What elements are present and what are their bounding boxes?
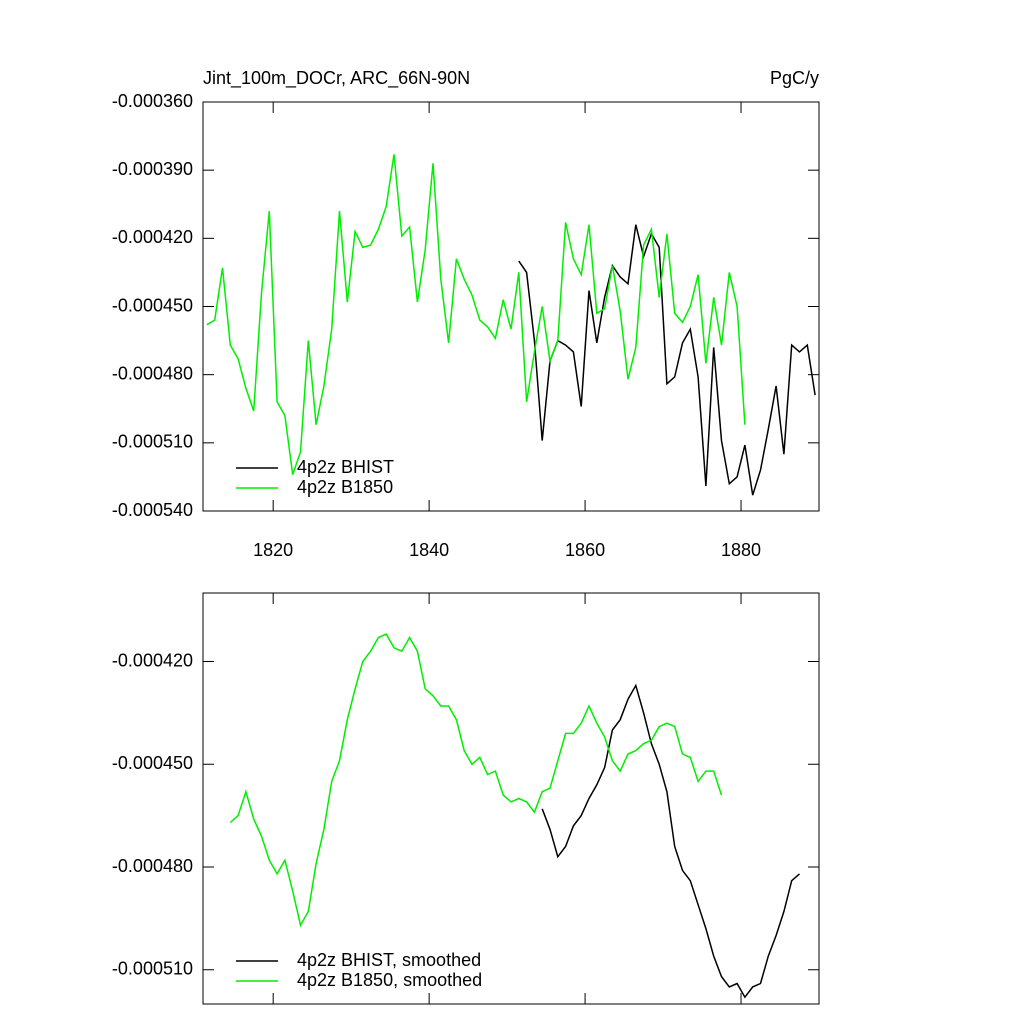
y-tick-label: -0.000450 xyxy=(112,295,193,315)
y-tick-label: -0.000420 xyxy=(112,227,193,247)
legend-label: 4p2z B1850, smoothed xyxy=(297,970,482,990)
y-tick-label: -0.000540 xyxy=(112,500,193,520)
legend-label: 4p2z B1850 xyxy=(297,477,393,497)
data-line xyxy=(541,683,800,999)
y-tick-label: -0.000450 xyxy=(112,753,193,773)
plot-frame xyxy=(202,592,820,1005)
units-label: PgC/y xyxy=(770,68,819,88)
y-tick-label: -0.000480 xyxy=(112,363,193,383)
x-tick-label: 1880 xyxy=(721,540,761,560)
legend-label: 4p2z BHIST, smoothed xyxy=(297,950,481,970)
y-tick-label: -0.000420 xyxy=(112,650,193,670)
y-tick-label: -0.000510 xyxy=(112,432,193,452)
data-line xyxy=(518,224,816,496)
x-tick-label: 1820 xyxy=(253,540,293,560)
x-tick-label: 1840 xyxy=(409,540,449,560)
data-line xyxy=(206,154,746,475)
y-tick-label: -0.000360 xyxy=(112,91,193,111)
y-tick-label: -0.000390 xyxy=(112,159,193,179)
legend-label: 4p2z BHIST xyxy=(297,457,394,477)
y-tick-label: -0.000510 xyxy=(112,959,193,979)
chart-title: Jint_100m_DOCr, ARC_66N-90N xyxy=(203,68,470,89)
x-tick-label: 1860 xyxy=(565,540,605,560)
y-tick-label: -0.000480 xyxy=(112,856,193,876)
data-line xyxy=(229,633,723,928)
